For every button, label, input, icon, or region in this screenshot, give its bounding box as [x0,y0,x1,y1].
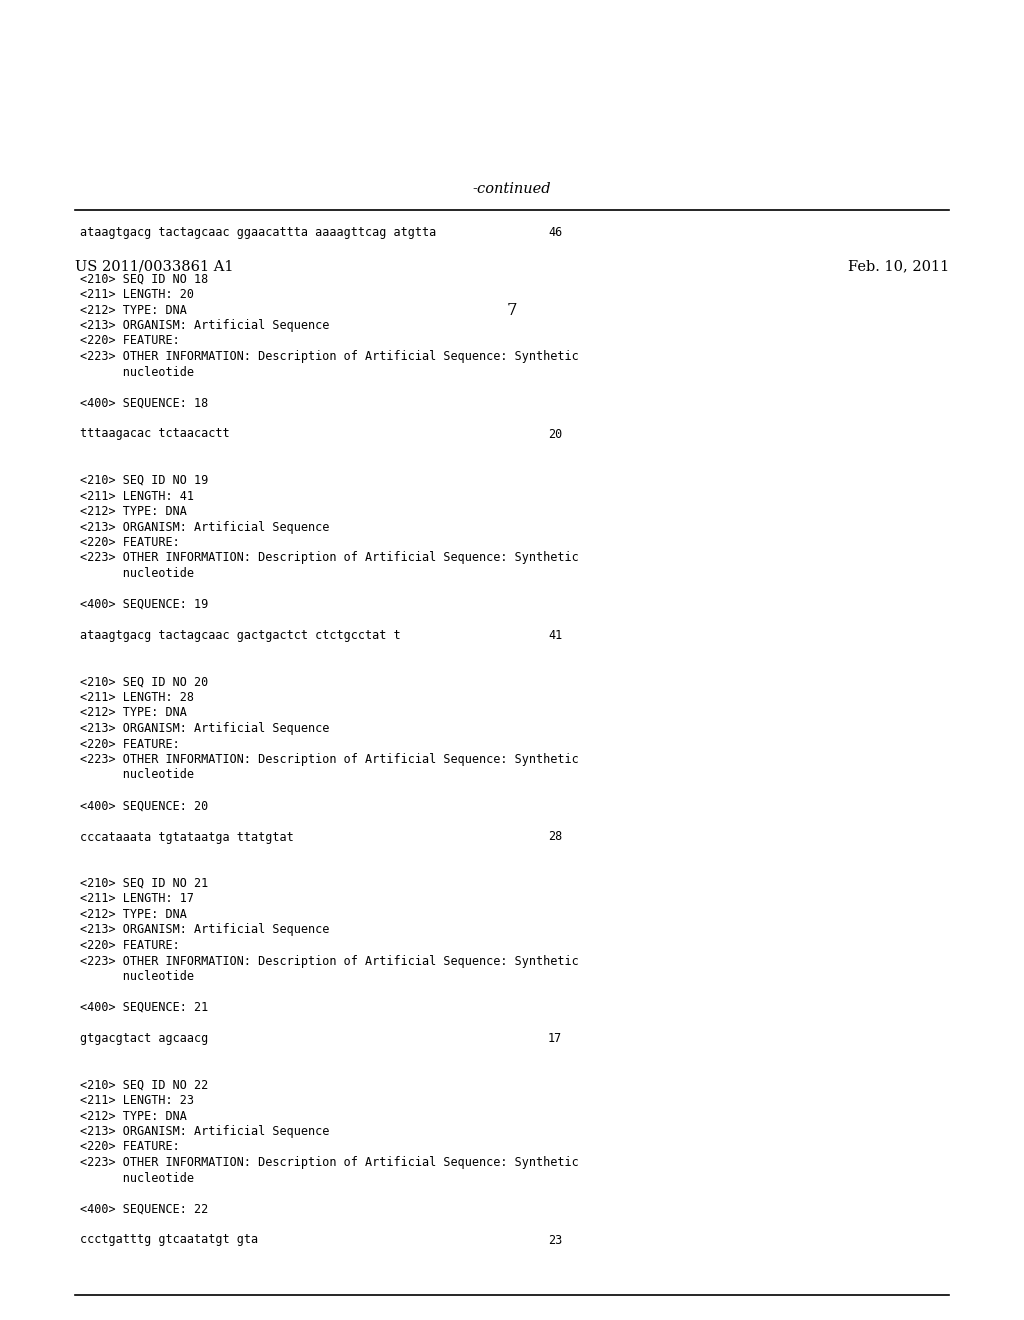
Text: <211> LENGTH: 23: <211> LENGTH: 23 [80,1094,194,1107]
Text: US 2011/0033861 A1: US 2011/0033861 A1 [75,259,233,273]
Text: nucleotide: nucleotide [80,568,194,579]
Text: <210> SEQ ID NO 18: <210> SEQ ID NO 18 [80,272,208,285]
Text: ataagtgacg tactagcaac gactgactct ctctgcctat t: ataagtgacg tactagcaac gactgactct ctctgcc… [80,630,400,642]
Text: <212> TYPE: DNA: <212> TYPE: DNA [80,706,186,719]
Text: <223> OTHER INFORMATION: Description of Artificial Sequence: Synthetic: <223> OTHER INFORMATION: Description of … [80,752,579,766]
Text: -continued: -continued [473,182,551,195]
Text: <213> ORGANISM: Artificial Sequence: <213> ORGANISM: Artificial Sequence [80,722,330,735]
Text: 20: 20 [548,428,562,441]
Text: 23: 23 [548,1233,562,1246]
Text: <212> TYPE: DNA: <212> TYPE: DNA [80,506,186,517]
Text: nucleotide: nucleotide [80,1172,194,1184]
Text: nucleotide: nucleotide [80,366,194,379]
Text: 46: 46 [548,226,562,239]
Text: <223> OTHER INFORMATION: Description of Artificial Sequence: Synthetic: <223> OTHER INFORMATION: Description of … [80,350,579,363]
Text: tttaagacac tctaacactt: tttaagacac tctaacactt [80,428,229,441]
Text: <211> LENGTH: 28: <211> LENGTH: 28 [80,690,194,704]
Text: <220> FEATURE:: <220> FEATURE: [80,536,180,549]
Text: 28: 28 [548,830,562,843]
Text: <213> ORGANISM: Artificial Sequence: <213> ORGANISM: Artificial Sequence [80,520,330,533]
Text: <220> FEATURE:: <220> FEATURE: [80,334,180,347]
Text: <211> LENGTH: 20: <211> LENGTH: 20 [80,288,194,301]
Text: ccctgatttg gtcaatatgt gta: ccctgatttg gtcaatatgt gta [80,1233,258,1246]
Text: <213> ORGANISM: Artificial Sequence: <213> ORGANISM: Artificial Sequence [80,924,330,936]
Text: cccataaata tgtataatga ttatgtat: cccataaata tgtataatga ttatgtat [80,830,294,843]
Text: 17: 17 [548,1032,562,1045]
Text: <220> FEATURE:: <220> FEATURE: [80,1140,180,1154]
Text: <400> SEQUENCE: 20: <400> SEQUENCE: 20 [80,800,208,813]
Text: <400> SEQUENCE: 22: <400> SEQUENCE: 22 [80,1203,208,1216]
Text: <223> OTHER INFORMATION: Description of Artificial Sequence: Synthetic: <223> OTHER INFORMATION: Description of … [80,1156,579,1170]
Text: <400> SEQUENCE: 18: <400> SEQUENCE: 18 [80,396,208,409]
Text: <400> SEQUENCE: 21: <400> SEQUENCE: 21 [80,1001,208,1014]
Text: <212> TYPE: DNA: <212> TYPE: DNA [80,304,186,317]
Text: <223> OTHER INFORMATION: Description of Artificial Sequence: Synthetic: <223> OTHER INFORMATION: Description of … [80,552,579,565]
Text: <211> LENGTH: 17: <211> LENGTH: 17 [80,892,194,906]
Text: <210> SEQ ID NO 21: <210> SEQ ID NO 21 [80,876,208,890]
Text: <220> FEATURE:: <220> FEATURE: [80,738,180,751]
Text: 41: 41 [548,630,562,642]
Text: <210> SEQ ID NO 22: <210> SEQ ID NO 22 [80,1078,208,1092]
Text: <210> SEQ ID NO 19: <210> SEQ ID NO 19 [80,474,208,487]
Text: <220> FEATURE:: <220> FEATURE: [80,939,180,952]
Text: gtgacgtact agcaacg: gtgacgtact agcaacg [80,1032,208,1045]
Text: <212> TYPE: DNA: <212> TYPE: DNA [80,908,186,921]
Text: <223> OTHER INFORMATION: Description of Artificial Sequence: Synthetic: <223> OTHER INFORMATION: Description of … [80,954,579,968]
Text: <211> LENGTH: 41: <211> LENGTH: 41 [80,490,194,503]
Text: nucleotide: nucleotide [80,768,194,781]
Text: ataagtgacg tactagcaac ggaacattta aaaagttcag atgtta: ataagtgacg tactagcaac ggaacattta aaaagtt… [80,226,436,239]
Text: nucleotide: nucleotide [80,970,194,983]
Text: 7: 7 [507,302,517,319]
Text: Feb. 10, 2011: Feb. 10, 2011 [848,259,949,273]
Text: <213> ORGANISM: Artificial Sequence: <213> ORGANISM: Artificial Sequence [80,319,330,333]
Text: <400> SEQUENCE: 19: <400> SEQUENCE: 19 [80,598,208,611]
Text: <210> SEQ ID NO 20: <210> SEQ ID NO 20 [80,676,208,689]
Text: <212> TYPE: DNA: <212> TYPE: DNA [80,1110,186,1122]
Text: <213> ORGANISM: Artificial Sequence: <213> ORGANISM: Artificial Sequence [80,1125,330,1138]
